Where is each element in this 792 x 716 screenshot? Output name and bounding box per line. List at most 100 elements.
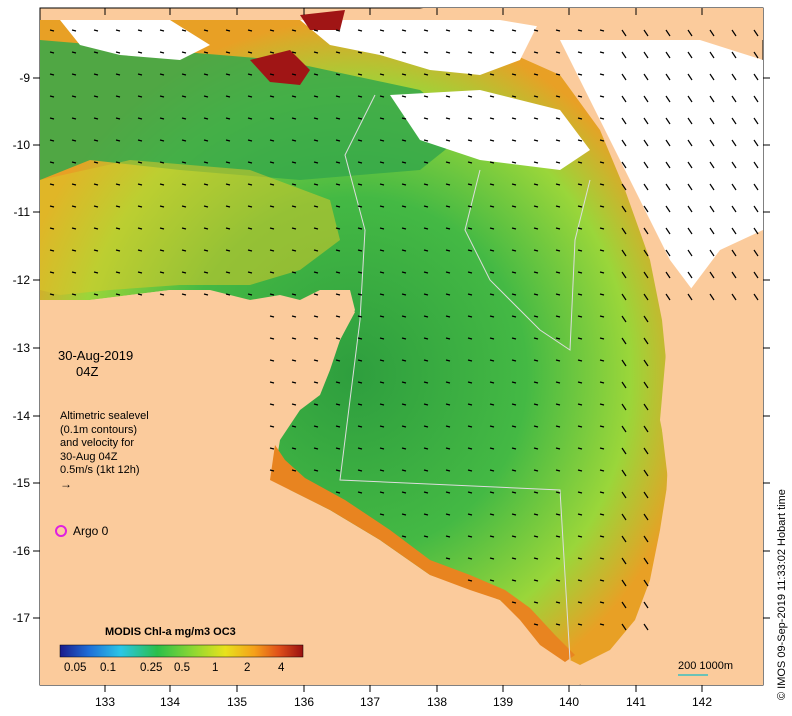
lon-label: 138: [427, 695, 447, 709]
velocity-arrow: [577, 271, 583, 274]
velocity-arrow: [555, 29, 561, 32]
velocity-arrow: [555, 403, 561, 406]
velocity-arrow: [753, 293, 759, 301]
velocity-arrow: [621, 293, 627, 301]
velocity-arrow: [621, 95, 627, 103]
velocity-arrow: [533, 73, 539, 76]
argo-legend: Argo 0: [55, 524, 108, 538]
velocity-arrow: [291, 381, 297, 384]
velocity-arrow: [313, 95, 319, 98]
velocity-arrow: [137, 161, 143, 164]
velocity-arrow: [269, 161, 275, 164]
velocity-arrow: [379, 51, 385, 54]
velocity-arrow: [49, 117, 55, 120]
velocity-arrow: [137, 227, 143, 230]
velocity-arrow: [137, 183, 143, 186]
velocity-arrow: [291, 73, 297, 76]
velocity-arrow: [533, 315, 539, 318]
velocity-arrow: [313, 315, 319, 318]
velocity-arrow: [533, 447, 539, 450]
velocity-arrow: [753, 183, 759, 191]
velocity-arrow: [599, 535, 605, 538]
velocity-arrow: [467, 183, 473, 186]
velocity-arrow: [93, 51, 99, 54]
velocity-arrow: [401, 491, 407, 494]
velocity-arrow: [467, 161, 473, 164]
velocity-arrow: [467, 337, 473, 340]
velocity-arrow: [753, 249, 759, 257]
velocity-arrow: [599, 249, 605, 252]
velocity-arrow: [489, 227, 495, 230]
velocity-arrow: [445, 249, 451, 252]
velocity-arrow: [269, 337, 275, 340]
lat-label: -10: [13, 138, 31, 152]
velocity-arrow: [489, 161, 495, 164]
credit-text: © IMOS 09-Sep-2019 11:33:02 Hobart time: [776, 489, 788, 700]
velocity-arrow: [247, 249, 253, 252]
velocity-arrow: [445, 293, 451, 296]
velocity-arrow: [291, 227, 297, 230]
velocity-arrow: [269, 447, 275, 450]
velocity-arrow: [511, 447, 517, 450]
velocity-arrow: [599, 205, 605, 208]
velocity-arrow: [401, 51, 407, 54]
velocity-arrow: [401, 73, 407, 76]
velocity-arrow: [533, 205, 539, 208]
velocity-arrow: [731, 51, 737, 59]
velocity-arrow: [555, 51, 561, 54]
legend-line: and velocity for: [60, 437, 134, 449]
velocity-arrow: [643, 117, 649, 125]
velocity-arrow: [335, 205, 341, 208]
velocity-arrow: [643, 249, 649, 257]
velocity-arrow: [577, 73, 583, 76]
velocity-arrow: [555, 469, 561, 472]
velocity-arrow: [445, 381, 451, 384]
lon-label: 137: [360, 695, 380, 709]
velocity-arrow: [159, 161, 165, 164]
velocity-arrow: [269, 249, 275, 252]
velocity-arrow: [115, 51, 121, 54]
velocity-arrow: [423, 535, 429, 538]
velocity-arrow: [621, 271, 627, 279]
velocity-arrow: [49, 73, 55, 76]
velocity-arrow: [379, 249, 385, 252]
velocity-arrow: [401, 29, 407, 32]
velocity-arrow: [489, 425, 495, 428]
velocity-arrow: [687, 183, 693, 191]
velocity-arrow: [401, 425, 407, 428]
velocity-arrow: [247, 293, 253, 296]
velocity-arrow: [709, 117, 715, 125]
velocity-arrow: [269, 205, 275, 208]
velocity-arrow: [687, 51, 693, 59]
velocity-arrow: [665, 293, 671, 301]
velocity-arrow: [93, 73, 99, 76]
velocity-arrow: [709, 95, 715, 103]
velocity-arrow: [181, 51, 187, 54]
velocity-arrow: [137, 205, 143, 208]
velocity-arrow: [181, 183, 187, 186]
cape-york-land: [580, 230, 763, 685]
velocity-arrow: [621, 249, 627, 257]
velocity-arrow: [731, 161, 737, 169]
velocity-arrow: [709, 271, 715, 279]
velocity-arrow: [269, 95, 275, 98]
velocity-arrow: [115, 95, 121, 98]
velocity-arrow: [467, 227, 473, 230]
velocity-arrow: [533, 95, 539, 98]
velocity-arrow: [357, 293, 363, 296]
velocity-arrow: [379, 491, 385, 494]
velocity-arrow: [445, 469, 451, 472]
velocity-arrow: [511, 249, 517, 252]
velocity-arrow: [357, 447, 363, 450]
velocity-arrow: [621, 73, 627, 81]
velocity-arrow: [467, 117, 473, 120]
velocity-arrow: [423, 359, 429, 362]
velocity-arrow: [599, 117, 605, 120]
sealevel-contour: [339, 94, 571, 661]
velocity-arrow: [203, 73, 209, 76]
velocity-arrow: [269, 381, 275, 384]
velocity-arrow: [643, 161, 649, 169]
velocity-arrow: [423, 249, 429, 252]
velocity-arrow: [115, 205, 121, 208]
velocity-arrow: [269, 403, 275, 406]
